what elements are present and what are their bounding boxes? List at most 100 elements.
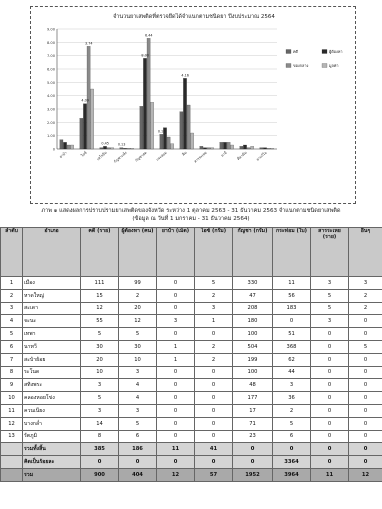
- table-cell: ระโนด: [22, 365, 81, 380]
- table-cell: 55: [80, 314, 119, 329]
- table-cell: 36: [272, 391, 311, 405]
- table-row: 4 จะนะ 55 12 3 1 180 0 3 0: [0, 314, 382, 329]
- data-label: 4.16: [181, 73, 189, 77]
- table-cell: 1: [194, 314, 233, 329]
- table-cell: 7: [0, 352, 23, 367]
- column-header: ผู้ต้องหา (คน): [118, 227, 157, 277]
- data-label: 0.13: [118, 143, 126, 147]
- table-cell: 0: [348, 378, 382, 393]
- table-cell: 0: [156, 301, 195, 316]
- bar: [239, 146, 244, 150]
- table-cell: 6: [272, 429, 311, 444]
- table-cell: 6: [118, 429, 157, 444]
- table-cell: 0: [80, 455, 119, 469]
- table-cell: 183: [272, 301, 311, 316]
- y-tick-label: 4.00: [47, 94, 56, 98]
- table-cell: 0: [310, 429, 349, 444]
- table-cell: 10: [118, 352, 157, 367]
- table-cell: 0: [232, 455, 273, 469]
- bar: [263, 147, 267, 150]
- grand-row: รวม 900 404 12 57 1952 3964 11 12: [0, 467, 382, 482]
- bar: [266, 148, 271, 150]
- x-tick-label: ยาบ้า: [59, 151, 68, 159]
- table-cell: 186: [118, 442, 157, 457]
- table-cell: 0: [310, 455, 349, 469]
- legend-swatch: [321, 63, 328, 68]
- table-cell: 2: [348, 288, 382, 303]
- bar: [83, 103, 87, 150]
- column-header: ยาบ้า (เม็ด): [156, 227, 195, 277]
- bar: [186, 104, 191, 150]
- table-cell: 11: [156, 442, 195, 457]
- x-tick-label: กัญชาแห้ง: [113, 151, 128, 164]
- table-cell: 1952: [232, 467, 273, 482]
- table-cell: 199: [232, 352, 273, 367]
- table-row: 3 สะเดา 12 20 0 3 208 183 5 2: [0, 301, 382, 316]
- bar: [210, 147, 214, 150]
- bar: [63, 142, 67, 150]
- table-cell: จะนะ: [22, 314, 81, 329]
- figure-caption: ภาพ ๑ แสดงผลการปราบปรามยาเสพติดของจังหวั…: [41, 208, 341, 214]
- table-cell: 12: [348, 467, 382, 482]
- table-row: 13 รัตภูมิ 8 6 0 0 23 6 0 0: [0, 429, 382, 444]
- table-cell: สทิงพระ: [22, 378, 81, 393]
- data-label: 0.16: [158, 129, 166, 133]
- bar: [199, 146, 204, 150]
- table-cell: 3964: [272, 467, 311, 482]
- table-cell: 3: [156, 314, 195, 329]
- table-cell: 1: [0, 276, 23, 290]
- table-cell: 0: [310, 378, 349, 393]
- legend-swatch: [321, 49, 328, 54]
- table-cell: 2: [194, 288, 233, 303]
- table-cell: ควนเนียง: [22, 403, 81, 418]
- x-tick-label: เฮโรอีน: [96, 150, 109, 162]
- table-cell: 0: [348, 403, 382, 418]
- legend-label: มูลค่า: [329, 63, 339, 68]
- table-cell: 99: [118, 276, 157, 290]
- table-row: 10 คลองหอยโข่ง 5 4 0 0 177 36 0 0: [0, 391, 382, 405]
- data-label: 0.45: [101, 141, 109, 145]
- table-cell: 0: [310, 416, 349, 431]
- table-cell: คลองหอยโข่ง: [22, 391, 81, 405]
- bar: [250, 146, 254, 150]
- bar: [106, 147, 111, 150]
- table-cell: 0: [156, 365, 195, 380]
- column-header: กระท่อม (ใบ): [272, 227, 311, 277]
- table-cell: 0: [194, 429, 233, 444]
- table-cell: 20: [80, 352, 119, 367]
- bar: [143, 58, 147, 150]
- table-cell: หาดใหญ่: [22, 288, 81, 303]
- table-cell: 9: [0, 378, 23, 393]
- table-row: 1 เมือง 111 99 0 5 330 11 3 3: [0, 276, 382, 290]
- table-cell: 10: [0, 391, 23, 405]
- table-cell: 0: [348, 416, 382, 431]
- column-header: อำเภอ: [22, 227, 81, 277]
- table-cell: 2: [0, 288, 23, 303]
- table-cell: 180: [232, 314, 273, 329]
- table-cell: 0: [348, 429, 382, 444]
- y-tick-label: 3.00: [47, 108, 56, 112]
- table-cell: 13: [0, 429, 23, 444]
- table-cell: 47: [232, 288, 273, 303]
- bar: [270, 148, 274, 150]
- table-cell: 2: [272, 403, 311, 418]
- table-header-row: ลำดับ อำเภอ คดี (ราย) ผู้ต้องหา (คน) ยาบ้า (…: [0, 227, 382, 277]
- bar: [226, 142, 231, 150]
- table-cell: 0: [272, 314, 311, 329]
- bar: [170, 143, 174, 150]
- table-cell: 0: [156, 391, 195, 405]
- table-cell: 10: [80, 365, 119, 380]
- table-cell: 111: [80, 276, 119, 290]
- table-row: 8 ระโนด 10 3 0 0 100 44 0 0: [0, 365, 382, 380]
- table-cell: 0: [194, 391, 233, 405]
- table-cell: 3: [118, 365, 157, 380]
- table-cell: 1: [156, 352, 195, 367]
- table-cell: 0: [348, 442, 382, 457]
- table-row: 5 เทพา 5 5 0 0 100 51 0 0: [0, 327, 382, 341]
- table-cell: 30: [80, 339, 119, 354]
- bar: [119, 147, 124, 150]
- table-cell: 2: [194, 339, 233, 354]
- table-cell: 0: [156, 327, 195, 341]
- table-cell: 0: [310, 339, 349, 354]
- table-cell: 0: [310, 403, 349, 418]
